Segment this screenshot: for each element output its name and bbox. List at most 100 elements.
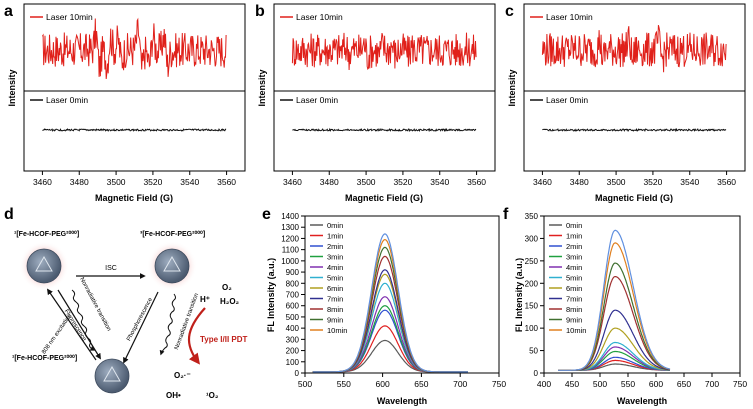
legend-label: 4min [327,263,343,272]
y-tick-label: 600 [286,302,300,311]
epr-panel-a: Intensity Laser 10min Laser 0min 3460 348… [7,3,246,203]
y-tick-label: 100 [286,358,300,367]
fl-x-label: Wavelength [377,396,427,406]
x-tick-label: 600 [649,379,663,389]
legend-label: 4min [566,263,582,272]
epr-x-ticks: 3460 3480 3500 3520 3540 3560 [33,171,236,187]
superoxide-label: O₂·⁻ [174,371,191,380]
legend-label: 10min [566,326,586,335]
y-tick-label: 400 [286,324,300,333]
y-tick-label: 900 [286,268,300,277]
panel-letter-a: a [4,3,13,20]
x-tick-label: 3540 [180,177,199,187]
epr-frame [273,3,496,172]
legend-label: 1min [327,232,343,241]
y-tick-label: 1400 [281,212,299,221]
x-tick-label: 700 [705,379,719,389]
pdt-arrow [187,307,206,365]
x-tick-label: 3480 [70,177,89,187]
legend-label-bottom: Laser 0min [46,95,88,105]
epr-panel-b: Intensity Laser 10min Laser 0min 3460 348… [257,3,496,203]
x-tick-label: 3520 [143,177,162,187]
y-tick-label: 1300 [281,223,299,232]
legend-label: 1min [566,232,582,241]
x-tick-label: 3540 [680,177,699,187]
hydroxyl-label: OH• [166,391,181,400]
x-tick-label: 650 [677,379,691,389]
legend-label: 0min [566,221,582,230]
fl-y-label: FL Intensity (a.u.) [514,258,524,332]
nanoparticle-s0 [94,358,130,394]
x-tick-label: 3480 [320,177,339,187]
legend-label: 5min [566,274,582,283]
fl-panel-e: 0 100 200 300 400 500 600 700 800 900 1000 1100 1200… [266,212,506,406]
epr-y-label: Intensity [257,69,267,106]
fl-series-0min [312,339,468,373]
excitation-arrow [46,288,97,361]
x-tick-label: 3560 [717,177,736,187]
legend-label: 8min [327,305,343,314]
y-tick-label: 800 [286,279,300,288]
x-tick-label: 500 [593,379,607,389]
fl-curves [312,233,468,373]
x-tick-label: 3540 [430,177,449,187]
epr-y-label: Intensity [7,69,17,106]
legend-label-top: Laser 10min [546,12,593,22]
epr-x-label: Magnetic Field (G) [345,193,423,203]
legend-label-bottom: Laser 0min [546,95,588,105]
y-tick-label: 250 [525,257,539,266]
nonradiative-label-1: Nonradiative transition [78,277,111,333]
state-triplet-label: ³[Fe-HCOF-PEG²⁰⁰⁰] [140,230,205,238]
y-tick-label: 300 [286,335,300,344]
nanoparticle-s1 [19,241,69,291]
fl-series-extra-11 [558,229,671,371]
epr-x-ticks: 3460 3480 3500 3520 3540 3560 [533,171,736,187]
o2-label: O₂ [222,283,232,292]
y-tick-label: 1000 [281,257,299,266]
x-tick-label: 750 [733,379,747,389]
energy-diagram: ¹[Fe-HCOF-PEG²⁰⁰⁰] ³[Fe-HCOF-PEG²⁰⁰⁰] ¹[… [12,230,248,400]
epr-series-laser-0min [542,127,727,133]
epr-x-label: Magnetic Field (G) [595,193,673,203]
legend-label-bottom: Laser 0min [296,95,338,105]
epr-series-laser-10min [291,32,477,71]
legend-label: 8min [566,305,582,314]
y-tick-label: 200 [525,279,539,288]
legend-label: 3min [566,253,582,262]
y-tick-label: 300 [525,234,539,243]
x-tick-label: 450 [565,379,579,389]
x-tick-label: 750 [492,379,506,389]
x-tick-label: 3560 [217,177,236,187]
legend-label: 5min [327,274,343,283]
nanoparticle-t1 [147,241,197,291]
fl-x-label: Wavelength [617,396,667,406]
fl-curves [558,229,671,371]
x-tick-label: 550 [621,379,635,389]
legend-label-top: Laser 10min [296,12,343,22]
fl-y-label: FL Intensity (a.u.) [266,258,276,332]
y-tick-label: 50 [529,347,538,356]
fl-x-ticks: 400 450 500 550 600 650 700 750 [537,373,747,389]
epr-y-label: Intensity [507,69,517,106]
x-tick-label: 3460 [283,177,302,187]
nonradiative-arrow-1 [71,289,96,351]
x-tick-label: 550 [337,379,351,389]
x-tick-label: 3500 [357,177,376,187]
x-tick-label: 3460 [533,177,552,187]
y-tick-label: 1100 [282,246,300,255]
x-tick-label: 3560 [467,177,486,187]
x-tick-label: 3480 [570,177,589,187]
hplus-label: H⁺ [200,295,210,304]
nonradiative-arrow-2 [159,293,176,356]
singlet-oxygen-label: ¹O₂ [206,391,219,400]
y-tick-label: 200 [286,347,300,356]
legend-label: 6min [566,284,582,293]
legend-label: 3min [327,253,343,262]
x-tick-label: 3500 [107,177,126,187]
epr-x-label: Magnetic Field (G) [95,193,173,203]
fl-series-extra-11 [312,233,468,373]
x-tick-label: 3460 [33,177,52,187]
state-ground-label: ¹[Fe-HCOF-PEG²⁰⁰⁰] [12,354,77,362]
legend-label: 0min [327,221,343,230]
